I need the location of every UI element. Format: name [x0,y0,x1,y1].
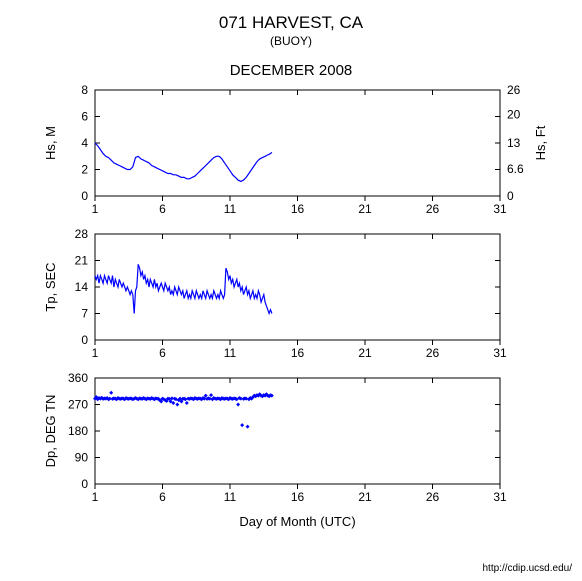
y-tick-label: 4 [81,136,88,150]
x-tick-label: 11 [224,346,237,360]
scatter-point [209,393,213,397]
x-tick-label: 21 [358,346,372,360]
x-tick-label: 1 [92,202,99,216]
y-tick-label: 0 [81,477,88,491]
data-line [95,143,272,181]
y-tick-label: 28 [75,227,89,241]
y-tick-label: 360 [68,371,88,385]
y-tick-label: 270 [68,398,88,412]
chart-title: 071 HARVEST, CA [219,13,364,32]
data-line [95,264,272,313]
footer-url: http://cdip.ucsd.edu/ [482,563,572,574]
y-label-right: Hs, Ft [533,125,548,160]
x-tick-label: 26 [426,490,440,504]
x-tick-label: 31 [493,202,507,216]
x-tick-label: 21 [358,202,372,216]
x-tick-label: 6 [159,490,166,504]
y-tick-label-right: 0 [507,189,514,203]
y-tick-label: 0 [81,189,88,203]
y-tick-label: 8 [81,83,88,97]
x-tick-label: 21 [358,490,372,504]
x-tick-label: 31 [493,490,507,504]
scatter-point [236,403,240,407]
scatter-point [109,391,113,395]
x-tick-label: 16 [291,346,305,360]
y-tick-label: 90 [75,451,89,465]
y-tick-label-right: 20 [507,107,521,121]
y-label-left: Dp, DEG TN [43,395,58,468]
chart-svg: 071 HARVEST, CA(BUOY)DECEMBER 2008161116… [0,0,582,581]
y-label-left: Hs, M [43,126,58,160]
y-tick-label-right: 13 [507,136,521,150]
x-tick-label: 31 [493,346,507,360]
y-tick-label-right: 26 [507,83,521,97]
x-tick-label: 6 [159,202,166,216]
y-tick-label: 6 [81,110,88,124]
x-tick-label: 1 [92,346,99,360]
x-tick-label: 26 [426,202,440,216]
panel-frame [95,378,500,484]
x-tick-label: 26 [426,346,440,360]
y-tick-label: 0 [81,333,88,347]
chart-subtitle: (BUOY) [270,34,312,48]
x-tick-label: 16 [291,490,305,504]
y-tick-label: 180 [68,424,88,438]
x-tick-label: 11 [224,202,237,216]
chart-month: DECEMBER 2008 [230,62,353,79]
scatter-point [240,423,244,427]
x-tick-label: 16 [291,202,305,216]
y-label-left: Tp, SEC [43,262,58,311]
y-tick-label: 14 [75,280,89,294]
y-tick-label: 21 [75,254,89,268]
scatter-point [246,425,250,429]
chart-container: 071 HARVEST, CA(BUOY)DECEMBER 2008161116… [0,0,582,581]
x-tick-label: 11 [224,490,237,504]
y-tick-label-right: 6.6 [507,162,524,176]
x-tick-label: 1 [92,490,99,504]
scatter-point [185,401,189,405]
y-tick-label: 7 [81,307,88,321]
scatter-group [93,391,274,429]
y-tick-label: 2 [81,163,88,177]
panel-frame [95,90,500,196]
x-tick-label: 6 [159,346,166,360]
x-axis-label: Day of Month (UTC) [239,514,355,529]
scatter-point [175,403,179,407]
